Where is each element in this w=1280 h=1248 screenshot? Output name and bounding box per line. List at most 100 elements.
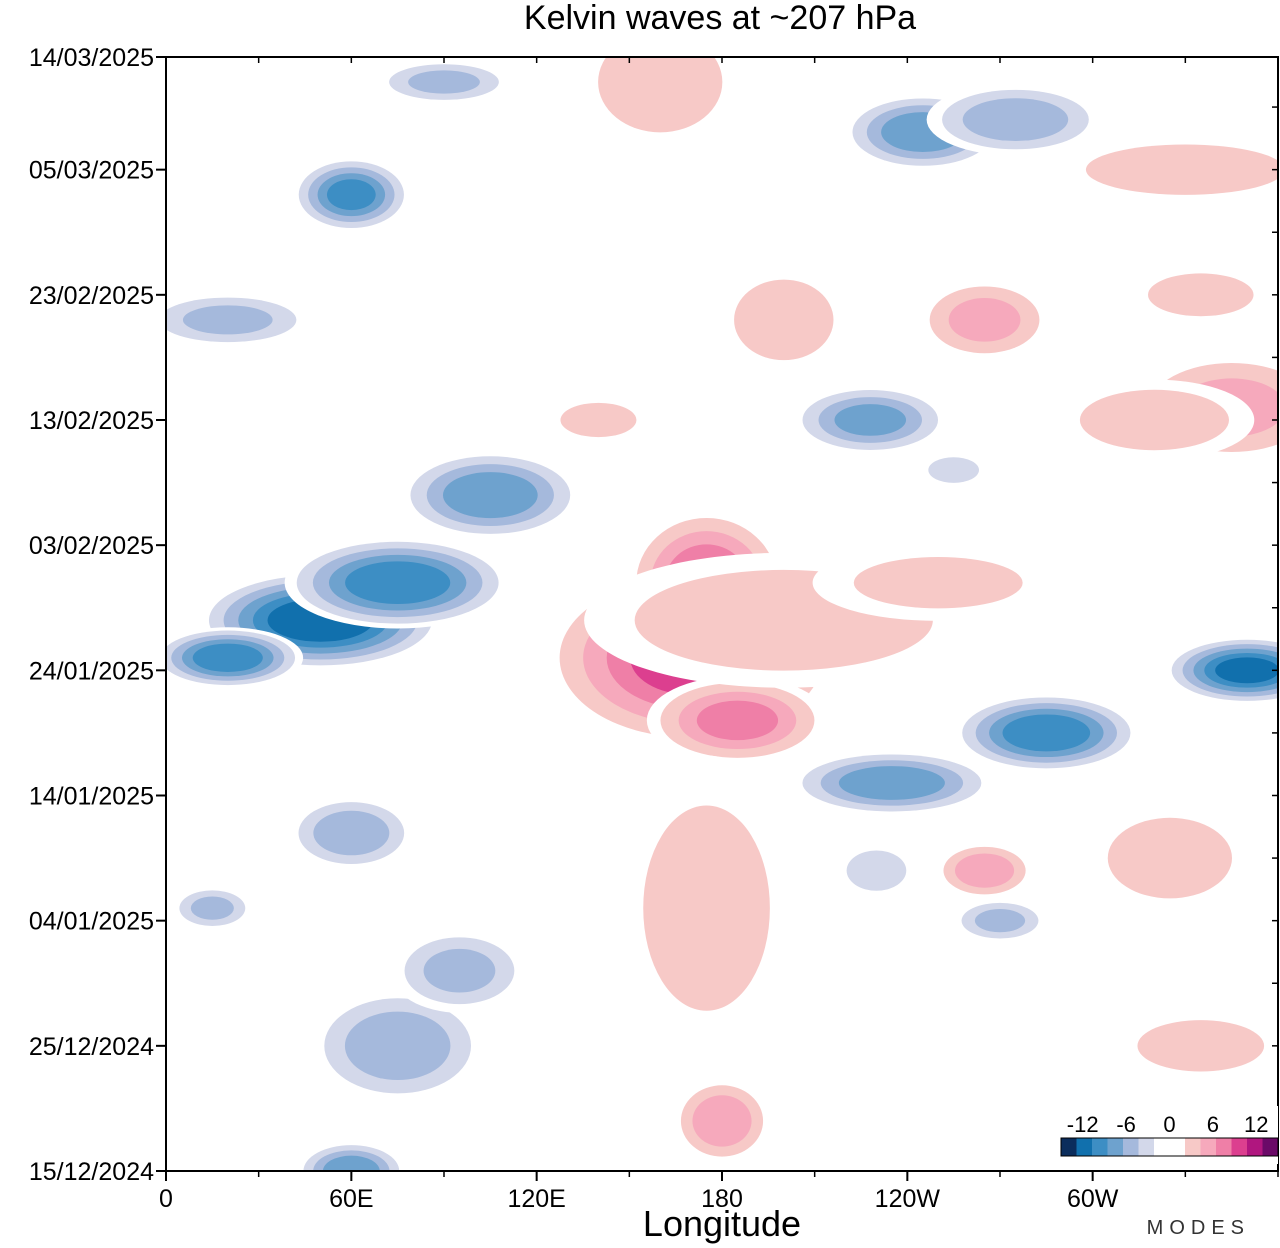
y-tick-label: 03/02/2025 [29,532,154,560]
x-tick-label: 0 [159,1185,173,1213]
heat-cell [951,898,1049,944]
heat-contour-16-5 [1215,657,1278,684]
colorbar-swatch [1123,1138,1139,1156]
heat-contour-22-3 [696,700,779,741]
x-axis-label: Longitude [643,1203,801,1244]
heat-contour-4-4 [326,179,376,211]
colorbar-swatch [1107,1138,1124,1156]
x-axis: 0 60E 120E 180 120W 60W [159,57,1279,1213]
x-tick-label: 180 [701,1185,743,1213]
heat-contour-19-1 [928,457,979,483]
heat-cell [790,384,951,456]
heat-cell [1052,135,1278,204]
heat-cell [952,693,1141,773]
heat-cell [717,265,851,374]
colorbar-swatch [1247,1138,1263,1156]
heat-contour-13-3 [834,404,907,436]
heat-cell [836,843,917,898]
y-tick-label: 24/01/2025 [29,657,154,685]
heat-cell [812,544,1064,621]
heat-cell [1122,263,1278,327]
heat-contour-36-1 [1137,1020,1265,1072]
x-tick-label: 120E [507,1185,565,1213]
heat-contour-8-2 [190,896,234,920]
heat-cell [915,450,992,490]
colorbar-swatch [1200,1138,1217,1156]
heat-cell [577,57,744,150]
heat-contour-6-2 [408,70,480,94]
modes-logo: MODES [1147,1217,1250,1239]
heat-cell [284,536,511,629]
colorbar: -12 -6 0 6 12 [1055,1106,1279,1164]
colorbar-frame [1060,1137,1279,1157]
y-tick-label: 14/03/2025 [29,44,154,72]
heat-cell [612,755,801,1061]
heat-contour-27-2 [948,298,1021,342]
colorbar-swatch [1169,1138,1186,1156]
y-tick-label: 13/02/2025 [29,407,154,435]
x-tick-label: 60E [329,1185,373,1213]
heat-contour-3-3 [442,472,538,519]
colorbar-tick-label: 12 [1244,1112,1268,1137]
heat-contour-26-1 [734,279,834,361]
heat-cell [166,291,315,348]
heat-contour-30-1 [1085,144,1278,195]
y-tick-label: 14/01/2025 [29,782,154,810]
heat-cell [398,450,583,540]
heat-contour-18-1 [846,850,907,891]
colorbar-tick-label: 0 [1163,1112,1175,1137]
colorbar-swatch [1138,1138,1155,1156]
heat-cell [1106,1007,1278,1084]
heat-contour-29-1 [1079,389,1229,451]
heat-contour-12-2 [962,98,1069,141]
colorbar-tick-label: -6 [1116,1112,1136,1137]
heat-cell [788,750,995,816]
heat-cell [308,988,487,1104]
heat-contour-35-1 [1107,817,1233,899]
y-tick-label: 05/03/2025 [29,157,154,185]
colorbar-swatch [1185,1138,1201,1156]
colorbar-swatch [1154,1138,1170,1156]
y-tick-label: 25/12/2024 [29,1033,154,1061]
heat-cell [166,627,304,689]
heat-contour-34-2 [955,853,1015,888]
heat-contour-2-4 [192,643,263,673]
y-tick-label: 04/01/2025 [29,908,154,936]
heat-cell [1163,636,1278,705]
heat-cell [646,676,829,765]
heat-cell [541,394,655,446]
heat-contour-10-2 [423,948,496,993]
colorbar-swatch [1262,1138,1279,1156]
x-tick-label: 120W [875,1185,941,1213]
heat-contour-15-4 [1002,714,1091,752]
heat-contour-7-2 [313,810,390,856]
heat-cell [170,885,254,931]
heat-contour-9-2 [344,1011,451,1081]
heat-cell [1086,804,1254,913]
chart-title: Kelvin waves at ~207 hPa [524,0,916,37]
heat-cell [390,928,529,1013]
x-tick-label: 60W [1067,1185,1119,1213]
heat-cell [934,841,1035,900]
colorbar-swatch [1092,1138,1108,1156]
heat-contour-37-1 [560,402,637,438]
heat-cell [1054,379,1255,461]
heat-cell [287,795,416,871]
heatmap-layer [166,57,1278,1171]
heat-contour-31-1 [1148,273,1254,317]
heat-cell [296,1141,407,1171]
y-axis: 15/12/2024 25/12/2024 04/01/2025 14/01/2025… [29,44,1278,1186]
heat-contour-32-2 [692,1095,752,1147]
heat-cell [672,1077,772,1165]
heat-contour-1-4 [345,561,451,605]
colorbar-swatch [1061,1138,1077,1156]
heat-contour-38-3 [322,1155,380,1171]
y-tick-label: 15/12/2024 [29,1158,154,1186]
heat-contour-33-1 [643,805,770,1011]
colorbar-swatch [1076,1138,1093,1156]
colorbar-tick-label: -12 [1067,1112,1099,1137]
heat-contour-25-1 [598,57,723,133]
heat-contour-24-1 [853,557,1023,609]
heat-contour-17-2 [974,909,1026,933]
